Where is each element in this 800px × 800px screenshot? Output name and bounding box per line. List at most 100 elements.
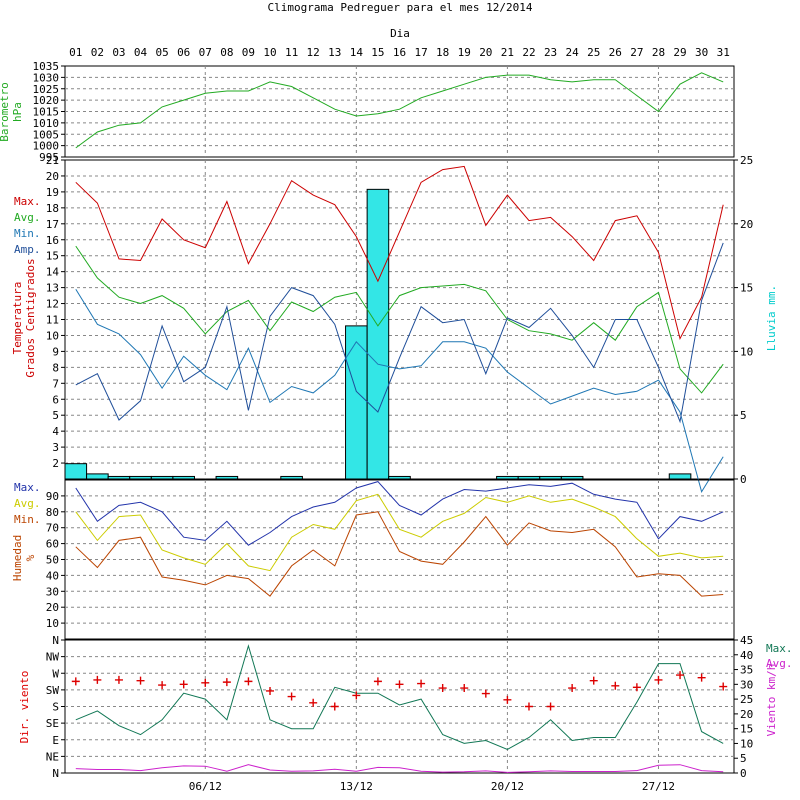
day-label: 21 (501, 46, 514, 59)
humidity-tick-label: 20 (46, 601, 59, 614)
day-label: 08 (220, 46, 233, 59)
barometer-tick-label: 1015 (33, 106, 60, 119)
temperature-tick-label: 14 (46, 266, 60, 279)
day-label: 26 (609, 46, 622, 59)
temperature-tick-label: 2 (52, 457, 59, 470)
temperature-tick-label: 6 (52, 393, 59, 406)
barometer-tick-label: 1010 (33, 117, 60, 130)
wind-speed-tick-label: 30 (740, 678, 753, 691)
wind-direction-tick-label: SW (46, 684, 60, 697)
wind-direction-marker (654, 675, 663, 684)
wind-direction-tick-label: NE (46, 750, 59, 763)
wind-direction-tick-label: NW (46, 651, 60, 664)
wind-direction-marker (611, 681, 620, 690)
wind-direction-marker (373, 677, 382, 686)
wind-direction-marker (158, 681, 167, 690)
day-label: 10 (263, 46, 276, 59)
wind-direction-marker (352, 691, 361, 700)
humidity-tick-label: 70 (46, 522, 59, 535)
wind-direction-marker (438, 684, 447, 693)
wind-direction-tick-label: SE (46, 717, 59, 730)
humidity-legend: Max. Avg. Min. (14, 481, 41, 526)
rain-tick-label: 0 (740, 473, 747, 486)
hum-legend-min: Min. (14, 513, 41, 526)
barometer-tick-label: 1020 (33, 94, 60, 107)
humidity-tick-label: 80 (46, 506, 59, 519)
temp-min-line (75, 288, 724, 494)
wind-direction-marker (395, 680, 404, 689)
day-label: 02 (91, 46, 104, 59)
day-label: 09 (242, 46, 255, 59)
day-label: 03 (112, 46, 125, 59)
temperature-tick-label: 18 (46, 202, 59, 215)
wind-direction-marker (546, 702, 555, 711)
rain-tick-label: 5 (740, 409, 747, 422)
rain-bar (86, 473, 109, 480)
wind-direction-marker (287, 692, 296, 701)
wind-direction-marker (71, 677, 80, 686)
day-label: 15 (371, 46, 384, 59)
wind-direction-marker (719, 682, 728, 691)
rain-tick-label: 15 (740, 282, 753, 295)
barometer-axis-title: Barometro hPa (0, 82, 24, 142)
temperature-title-line-2: Grados Centigrados (24, 258, 37, 377)
rain-tick-label: 20 (740, 218, 753, 231)
wind-direction-marker (114, 675, 123, 684)
date-label: 06/12 (189, 780, 222, 793)
wind-speed-tick-label: 5 (740, 752, 747, 765)
day-label: 27 (630, 46, 643, 59)
day-label: 18 (436, 46, 449, 59)
rain-bar (668, 473, 692, 480)
rain-bar (539, 475, 562, 480)
temperature-tick-label: 11 (46, 314, 59, 327)
barometer-tick-label: 1005 (33, 128, 60, 141)
humidity-tick-label: 60 (46, 538, 59, 551)
temperature-tick-label: 16 (46, 234, 59, 247)
rain-tick-label: 25 (740, 154, 753, 167)
legend-min: Min. (14, 227, 41, 240)
wind-direction-marker (266, 686, 275, 695)
day-label: 12 (307, 46, 320, 59)
hum-legend-max: Max. (14, 481, 41, 494)
temp-max-line (75, 165, 724, 340)
temperature-tick-label: 9 (52, 345, 59, 358)
wind-speed-tick-label: 20 (740, 708, 753, 721)
date-label: 13/12 (340, 780, 373, 793)
wind-direction-marker (136, 676, 145, 685)
wind-direction-marker (676, 671, 685, 680)
barometer-tick-label: 1000 (33, 140, 60, 153)
humidity-title-line-2: % (24, 554, 37, 561)
barometer-title-line-1: Barometro (0, 82, 11, 142)
day-label: 23 (544, 46, 557, 59)
temperature-tick-label: 4 (52, 425, 59, 438)
barometer-frame (64, 65, 735, 158)
temperature-tick-label: 21 (46, 154, 59, 167)
wind-direction-marker (222, 678, 231, 687)
wind-direction-marker (632, 683, 641, 692)
barometer-tick-label: 1030 (33, 71, 60, 84)
date-label: 27/12 (642, 780, 675, 793)
day-label: 07 (199, 46, 212, 59)
wind-direction-marker (697, 673, 706, 682)
barometer-tick-label: 1025 (33, 83, 60, 96)
temperature-tick-label: 3 (52, 441, 59, 454)
humidity-max-line (75, 481, 724, 546)
wind-max-line (75, 644, 724, 750)
wind-speed-tick-label: 15 (740, 723, 753, 736)
temp-avg-line (75, 245, 724, 394)
wind-direction-marker (503, 695, 512, 704)
day-label: 20 (479, 46, 492, 59)
wind-direction-marker (460, 684, 469, 693)
wind-direction-tick-label: N (52, 767, 59, 780)
humidity-tick-label: 10 (46, 617, 59, 630)
temperature-legend: Max. Avg. Min. Amp. (14, 195, 41, 256)
rain-bar (64, 463, 88, 480)
wind-legend-max: Max. (766, 642, 793, 655)
humidity-min-line (75, 511, 724, 597)
legend-max: Max. (14, 195, 41, 208)
wind-direction-marker (93, 675, 102, 684)
wind-speed-tick-label: 35 (740, 664, 753, 677)
